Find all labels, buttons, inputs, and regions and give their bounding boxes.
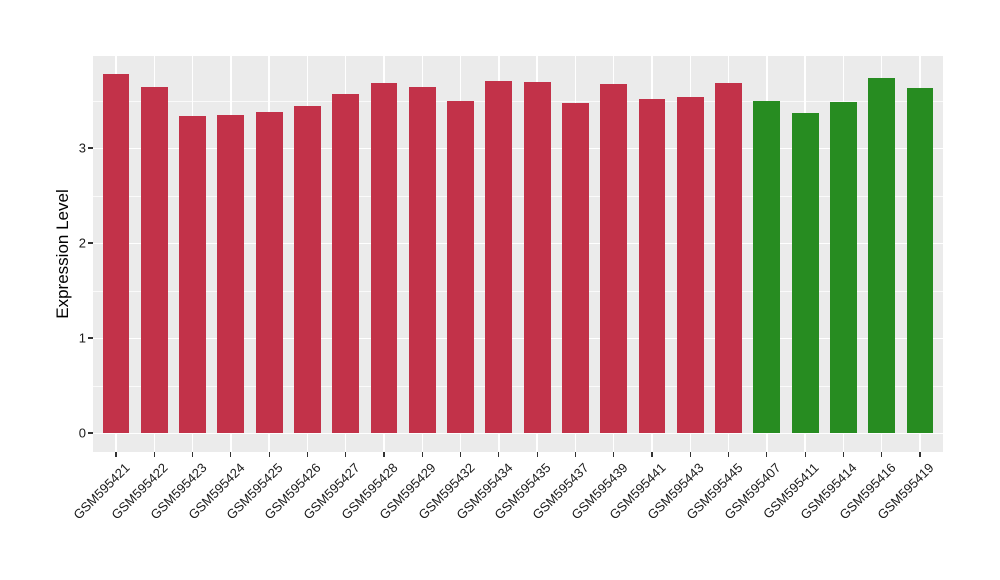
bar-GSM595411 bbox=[791, 112, 819, 433]
bar-GSM595443 bbox=[676, 96, 704, 433]
x-tick-mark bbox=[613, 452, 615, 457]
x-tick-mark bbox=[268, 452, 270, 457]
bar-GSM595426 bbox=[294, 106, 321, 433]
x-tick-mark bbox=[230, 452, 232, 457]
x-tick-mark bbox=[804, 452, 806, 457]
gridline-horizontal-major bbox=[93, 338, 943, 340]
y-axis-title: Expression Level bbox=[53, 189, 72, 319]
bar-GSM595422 bbox=[140, 87, 168, 433]
gridline-horizontal-major bbox=[93, 243, 943, 245]
x-tick-mark bbox=[383, 452, 385, 457]
gridline-horizontal-major bbox=[93, 148, 943, 150]
y-tick-mark bbox=[88, 147, 93, 149]
bar-GSM595424 bbox=[217, 114, 245, 433]
bar-GSM595427 bbox=[332, 93, 360, 433]
bar-GSM595434 bbox=[485, 80, 513, 433]
gridline-horizontal-major bbox=[93, 433, 943, 435]
bar-GSM595414 bbox=[830, 102, 857, 433]
bar-GSM595428 bbox=[370, 83, 398, 433]
x-tick-mark bbox=[459, 452, 462, 457]
y-tick-label: 2 bbox=[78, 235, 86, 251]
y-tick-mark bbox=[88, 242, 93, 244]
x-tick-mark bbox=[345, 452, 347, 457]
bar-GSM595437 bbox=[562, 103, 589, 433]
bar-GSM595432 bbox=[447, 101, 474, 433]
bar-GSM595421 bbox=[102, 73, 130, 433]
x-tick-mark bbox=[881, 452, 883, 457]
bar-GSM595439 bbox=[600, 84, 628, 433]
bar-GSM595435 bbox=[523, 82, 551, 433]
bar-GSM595445 bbox=[715, 83, 742, 433]
gridline-horizontal-minor bbox=[93, 100, 943, 102]
y-tick-mark bbox=[88, 337, 93, 339]
x-tick-mark bbox=[536, 452, 538, 457]
x-tick-mark bbox=[574, 452, 577, 457]
x-tick-mark bbox=[727, 452, 730, 457]
y-tick-label: 3 bbox=[78, 140, 86, 156]
x-tick-mark bbox=[498, 452, 500, 457]
x-tick-mark bbox=[689, 452, 691, 457]
bar-GSM595441 bbox=[638, 98, 666, 433]
gridline-horizontal-minor bbox=[93, 290, 943, 292]
x-tick-mark bbox=[115, 452, 117, 457]
x-tick-mark bbox=[191, 452, 194, 457]
x-tick-mark bbox=[766, 452, 768, 457]
bar-GSM595416 bbox=[868, 77, 896, 433]
bar-GSM595429 bbox=[408, 87, 436, 433]
x-tick-mark bbox=[306, 452, 308, 457]
x-tick-mark bbox=[919, 452, 921, 457]
y-tick-label: 1 bbox=[78, 330, 86, 346]
gridline-horizontal-minor bbox=[93, 385, 943, 387]
y-tick-label: 0 bbox=[78, 425, 86, 441]
gridline-horizontal-minor bbox=[93, 195, 943, 197]
x-tick-mark bbox=[651, 452, 653, 457]
bar-GSM595423 bbox=[179, 115, 206, 433]
y-tick-mark bbox=[88, 432, 93, 434]
x-tick-mark bbox=[842, 452, 845, 457]
chart-panel bbox=[93, 56, 943, 452]
bar-GSM595407 bbox=[753, 101, 781, 433]
x-tick-mark bbox=[153, 452, 155, 457]
bar-GSM595419 bbox=[906, 88, 934, 433]
x-tick-mark bbox=[421, 452, 423, 457]
bar-GSM595425 bbox=[255, 111, 283, 433]
